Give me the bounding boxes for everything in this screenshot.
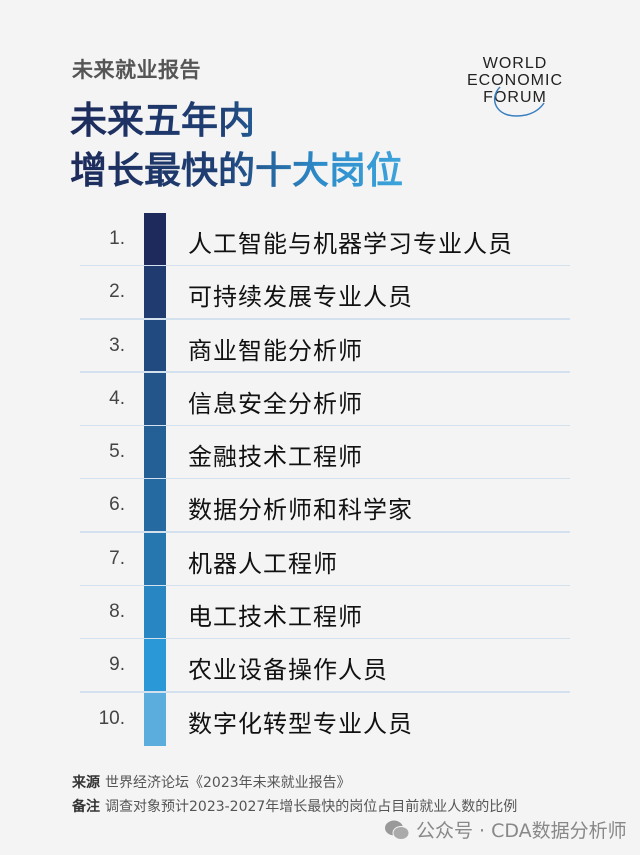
watermark-text: 公众号 · CDA数据分析师: [416, 820, 627, 842]
rank-bar: [144, 692, 166, 746]
row-divider: [80, 637, 570, 640]
job-rank: 9.: [109, 654, 125, 676]
job-title: 商业智能分析师: [188, 336, 363, 365]
wechat-icon: [385, 820, 410, 840]
report-kicker: 未来就业报告: [72, 58, 201, 82]
job-row: 7. 机器人工程师: [0, 532, 640, 587]
job-row: 9. 农业设备操作人员: [0, 639, 640, 693]
job-rank: 7.: [109, 547, 125, 569]
row-divider: [80, 691, 570, 693]
job-title: 可持续发展专业人员: [188, 283, 413, 312]
job-title: 数字化转型专业人员: [188, 709, 413, 738]
rank-bar: [144, 319, 166, 373]
row-divider: [80, 318, 570, 320]
row-divider: [80, 424, 570, 427]
job-title: 信息安全分析师: [188, 389, 363, 418]
job-rank: 6.: [109, 494, 125, 516]
job-rank: 10.: [98, 707, 125, 729]
logo-line: FORUM: [483, 89, 547, 106]
rank-bar: [144, 479, 166, 533]
watermark: 公众号 · CDA数据分析师: [384, 816, 627, 843]
job-row: 2. 可持续发展专业人员: [0, 266, 640, 320]
job-list: 1. 人工智能与机器学习专业人员 2. 可持续发展专业人员 3. 商业智能分析师 4. 信息安…: [0, 213, 640, 746]
job-row: 8. 电工技术工程师: [0, 586, 640, 640]
job-row: 5. 金融技术工程师: [0, 426, 640, 480]
source-text: 世界经济论坛《2023年未来就业报告》: [105, 775, 351, 791]
job-row: 4. 信息安全分析师: [0, 372, 640, 427]
job-rank: 3.: [109, 334, 125, 356]
wef-logo: WORLD ECONOMIC FORUM: [456, 55, 574, 117]
remark-note: 备注 调查对象预计2023-2027年增长最快的岗位占目前就业人数的比例: [72, 796, 517, 816]
job-title: 数据分析师和科学家: [188, 496, 413, 525]
logo-line: ECONOMIC: [467, 72, 563, 89]
job-rank: 2.: [109, 281, 125, 303]
rank-bar: [144, 639, 166, 693]
job-row: 6. 数据分析师和科学家: [0, 479, 640, 533]
row-divider: [80, 371, 570, 373]
job-row: 3. 商业智能分析师: [0, 319, 640, 373]
job-title: 电工技术工程师: [188, 603, 363, 632]
rank-bar: [144, 532, 166, 587]
job-row: 1. 人工智能与机器学习专业人员: [0, 213, 640, 267]
rank-bar: [144, 213, 166, 267]
job-rank: 1.: [109, 228, 125, 249]
logo-arc-icon: [493, 86, 545, 117]
row-divider: [80, 531, 570, 533]
job-rank: 8.: [109, 601, 125, 623]
row-divider: [80, 264, 570, 267]
job-row: 10. 数字化转型专业人员: [0, 692, 640, 746]
rank-bar: [144, 266, 166, 320]
logo-line: WORLD: [482, 55, 548, 72]
source-label: 来源: [72, 775, 100, 791]
job-title: 人工智能与机器学习专业人员: [188, 230, 513, 258]
rank-bar: [144, 372, 166, 427]
job-rank: 4.: [109, 387, 125, 409]
title-line-1: 未来五年内: [70, 99, 255, 142]
job-title: 农业设备操作人员: [188, 656, 388, 685]
rank-bar: [144, 586, 166, 640]
row-divider: [80, 477, 570, 480]
source-note: 来源 世界经济论坛《2023年未来就业报告》: [72, 772, 351, 792]
rank-bar: [144, 426, 166, 480]
note-label: 备注: [72, 799, 100, 815]
title-line-2: 增长最快的十大岗位: [70, 149, 403, 192]
row-divider: [80, 584, 570, 587]
job-title: 金融技术工程师: [188, 443, 363, 472]
page-title: 未来五年内 增长最快的十大岗位: [70, 96, 403, 196]
note-text: 调查对象预计2023-2027年增长最快的岗位占目前就业人数的比例: [105, 799, 518, 815]
job-title: 机器人工程师: [188, 549, 338, 578]
job-rank: 5.: [109, 441, 125, 463]
